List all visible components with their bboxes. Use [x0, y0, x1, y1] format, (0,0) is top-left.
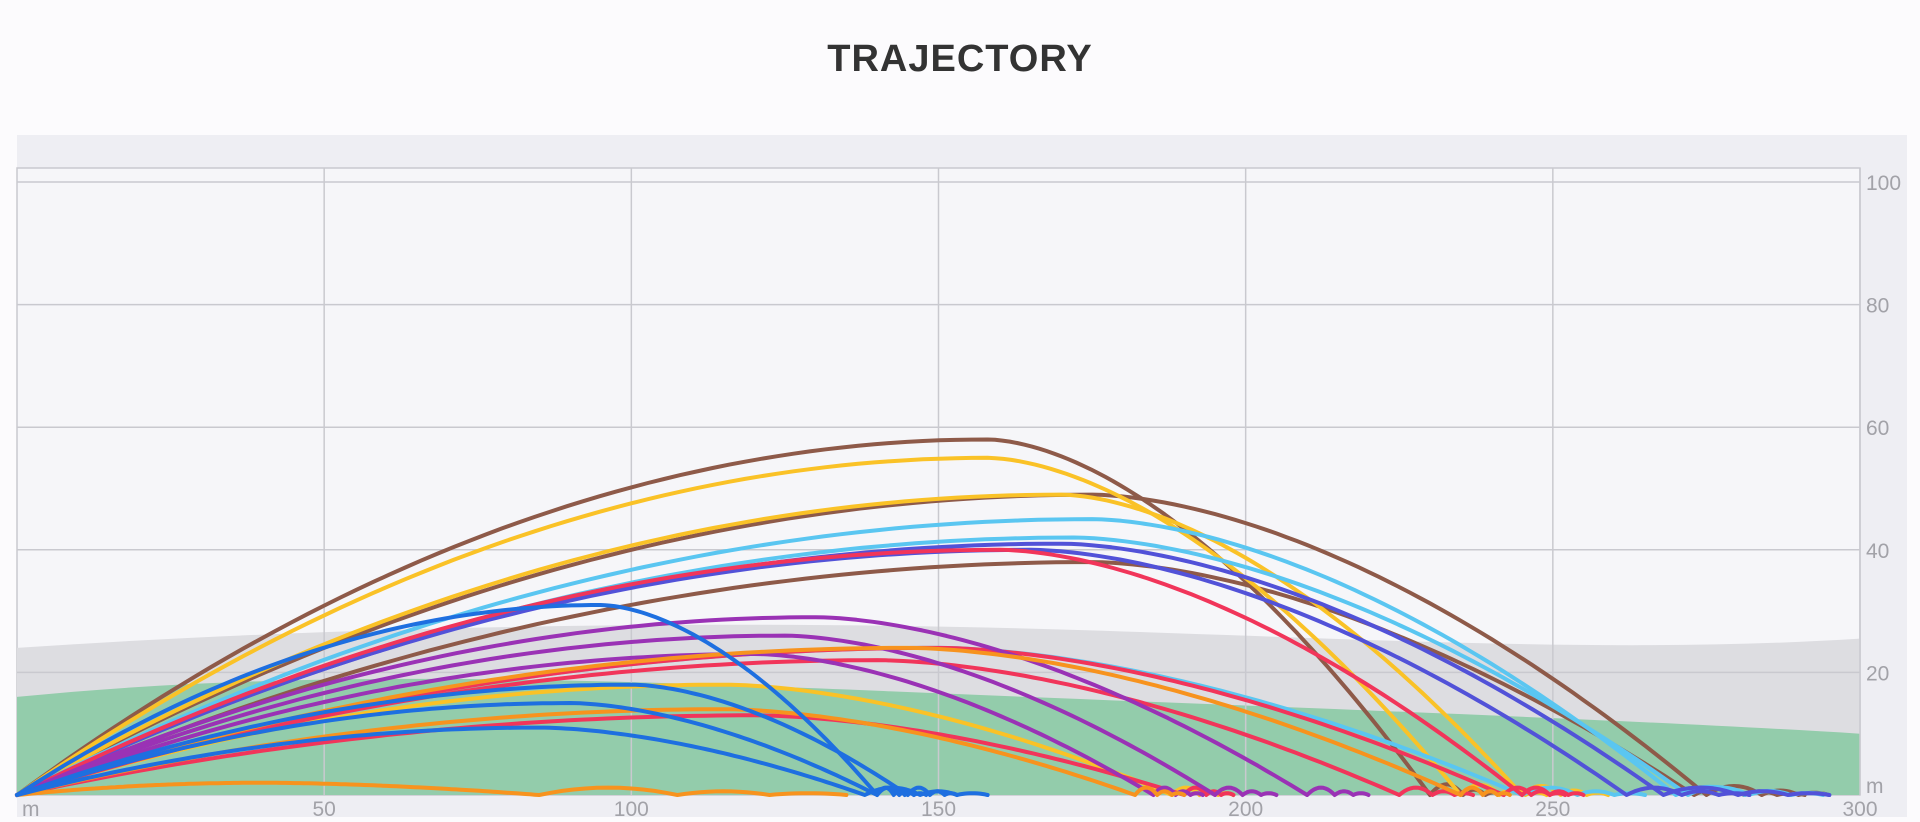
chart-title: TRAJECTORY	[827, 38, 1093, 80]
y-unit-label: m	[1866, 775, 1884, 798]
y-tick-label: 100	[1866, 172, 1901, 195]
x-unit-label: m	[22, 798, 40, 817]
trajectory-line-19	[15, 645, 1512, 797]
x-tick-label: 300	[1842, 798, 1877, 817]
trajectory-line-24	[15, 701, 916, 797]
y-tick-label: 80	[1866, 295, 1889, 318]
x-tick-label: 100	[614, 798, 649, 817]
y-tick-label: 40	[1866, 540, 1889, 563]
x-tick-label: 250	[1535, 798, 1570, 817]
trajectory-line-18	[15, 652, 1205, 797]
y-tick-label: 60	[1866, 417, 1889, 440]
trajectory-line-16	[15, 615, 1371, 797]
trajectory-line-23	[15, 682, 959, 797]
trajectory-line-11	[15, 547, 1752, 797]
y-tick-label: 20	[1866, 662, 1889, 685]
trajectory-line-20	[15, 707, 1187, 797]
x-tick-label: 50	[312, 798, 335, 817]
x-tick-label: 150	[921, 798, 956, 817]
trajectory-line-17	[15, 633, 1279, 797]
trajectory-line-21	[15, 780, 849, 797]
trajectory-line-13	[15, 645, 1568, 797]
trajectory-line-25	[15, 725, 990, 797]
x-tick-label: 200	[1228, 798, 1263, 817]
